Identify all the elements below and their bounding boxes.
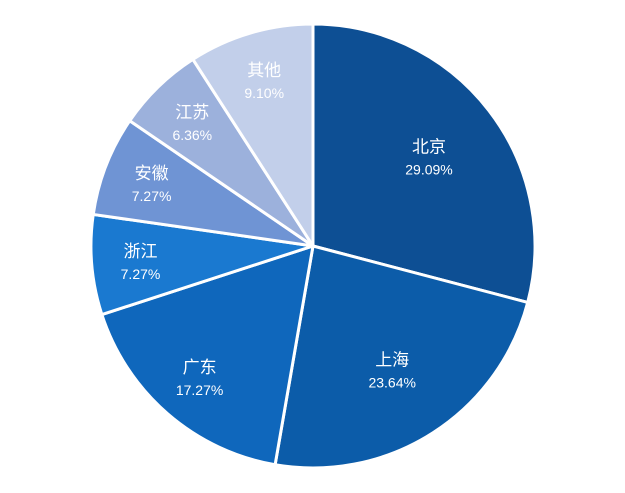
slice-category-label: 广东 — [183, 358, 217, 378]
slice-value-label: 7.27% — [121, 266, 161, 282]
slice-value-label: 17.27% — [176, 382, 223, 398]
pie-slices — [89, 22, 537, 470]
pie-slice — [191, 22, 315, 248]
pie-slice — [273, 244, 530, 470]
pie-slice — [311, 22, 537, 304]
slice-value-label: 9.10% — [244, 85, 284, 101]
pie-slice — [91, 119, 315, 248]
slice-value-label: 6.36% — [172, 127, 212, 143]
slice-category-label: 北京 — [412, 138, 446, 158]
slice-category-label: 江苏 — [175, 103, 209, 123]
slice-value-label: 29.09% — [405, 162, 452, 178]
slice-category-label: 上海 — [375, 350, 409, 370]
slice-category-label: 浙江 — [124, 242, 158, 262]
pie-slice — [100, 244, 315, 467]
slice-category-label: 安徽 — [135, 164, 169, 184]
slice-value-label: 7.27% — [132, 188, 172, 204]
slice-category-label: 其他 — [247, 61, 281, 81]
slice-value-label: 23.64% — [368, 374, 415, 390]
pie-labels: 北京 29.09% 上海 23.64% 广东 17.27% 浙江 7.27% 安徽 7.27% 江苏… — [121, 61, 453, 398]
